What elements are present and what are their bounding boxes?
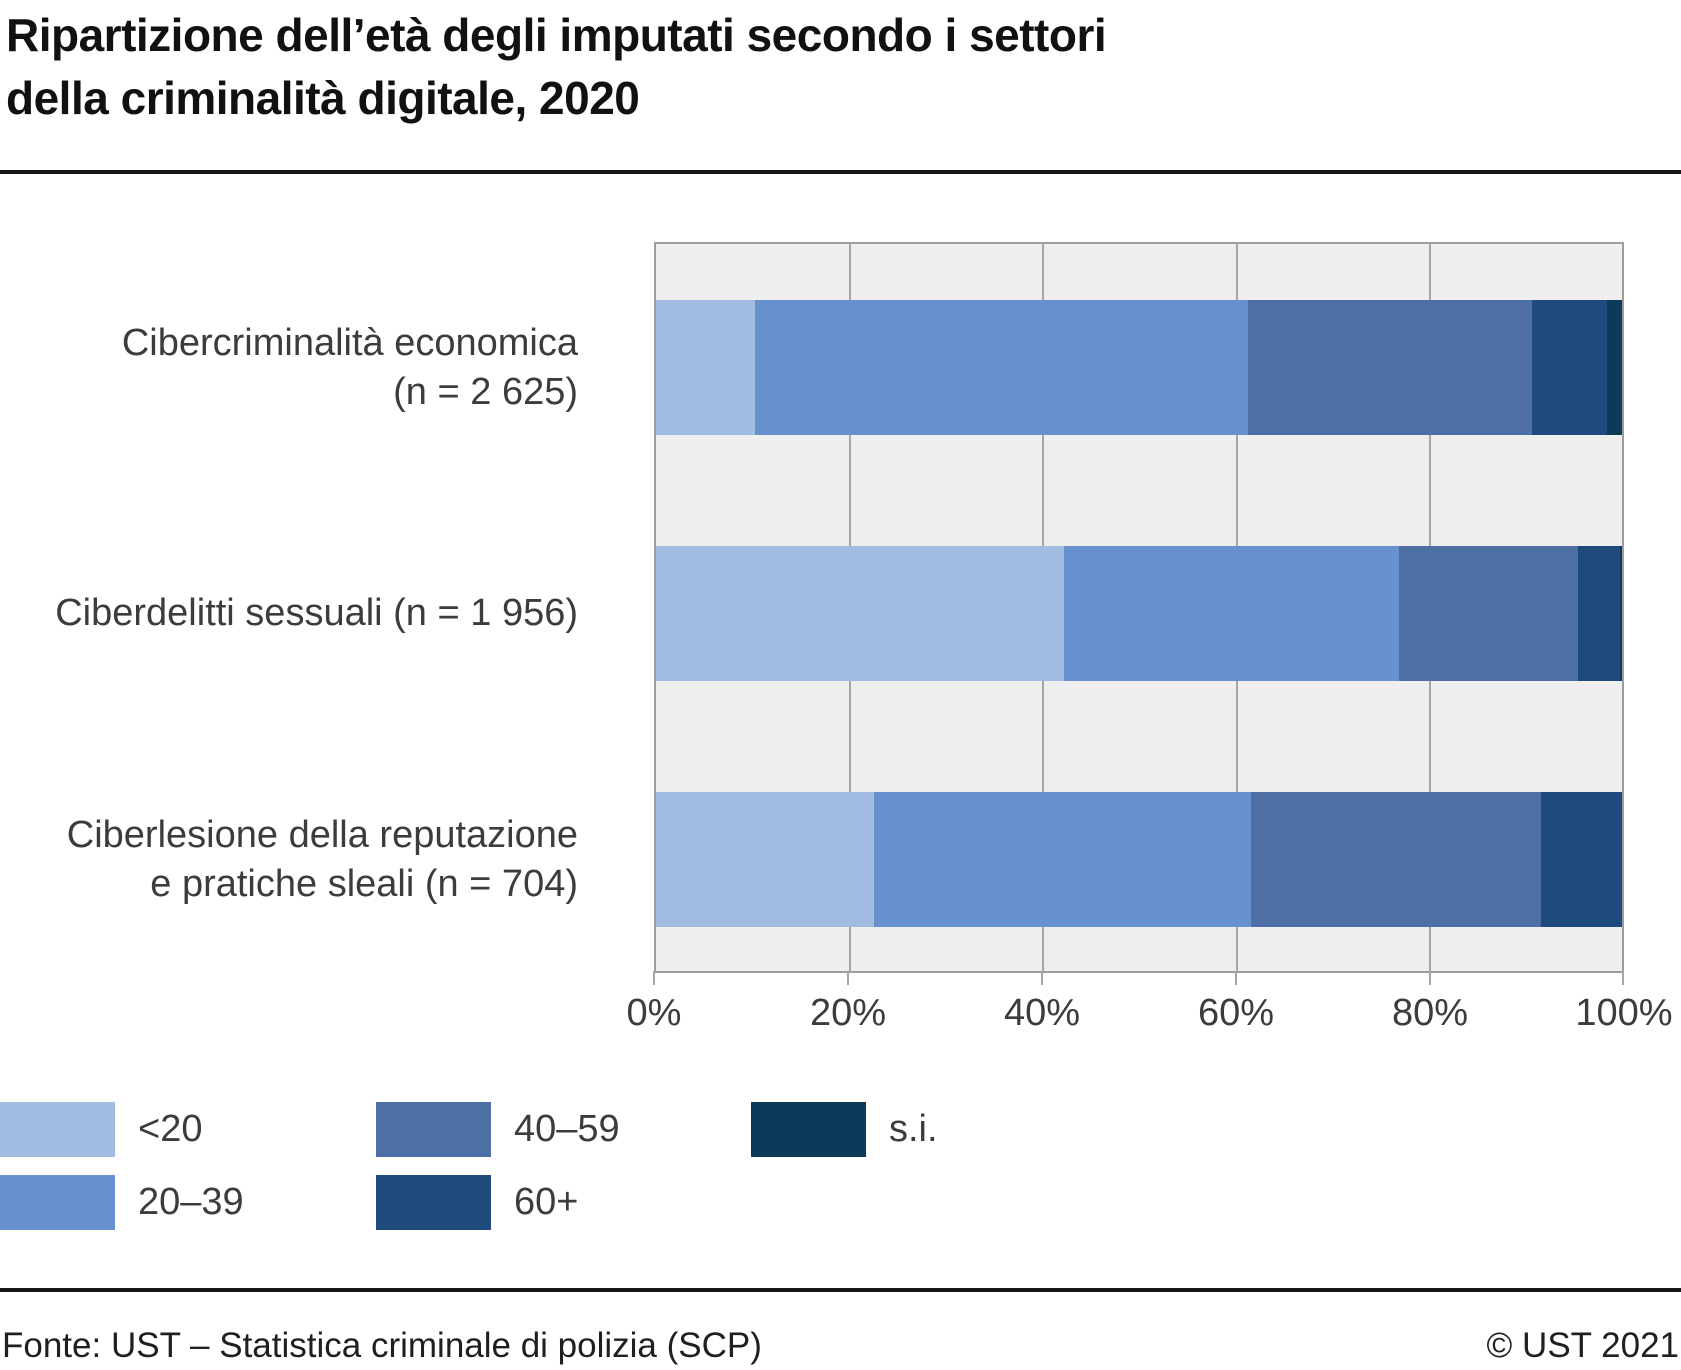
bar-segment-60+ <box>1577 546 1621 681</box>
legend-item-60plus: 60+ <box>376 1175 578 1230</box>
legend-swatch-60plus <box>376 1175 491 1230</box>
x-axis-label-20: 20% <box>809 992 887 1034</box>
legend-label-20-39: 20–39 <box>138 1181 244 1223</box>
footer-divider <box>0 1288 1681 1292</box>
chart-title-line1: Ripartizione dell’età degli imputati sec… <box>6 9 1107 61</box>
axis-tick <box>1429 971 1431 985</box>
category-label-line: Ciberdelitti sessuali (n = 1 956) <box>55 592 578 634</box>
axis-tick <box>1235 971 1237 985</box>
bar-segment-20–39 <box>1063 546 1399 681</box>
legend-item-40-59: 40–59 <box>376 1102 620 1157</box>
category-label-sessuali: Ciberdelitti sessuali (n = 1 956) <box>0 546 578 681</box>
legend-swatch-si <box>751 1102 866 1157</box>
legend-item-si: s.i. <box>751 1102 938 1157</box>
bar-segment-<20 <box>656 546 1064 681</box>
legend-item-20-39: 20–39 <box>0 1175 244 1230</box>
x-axis-label-40: 40% <box>1003 992 1081 1034</box>
chart-title-line2: della criminalità digitale, 2020 <box>6 72 640 124</box>
bar-segment-40–59 <box>1398 546 1578 681</box>
legend-label-si: s.i. <box>889 1108 938 1150</box>
bar-segment-<20 <box>656 792 875 927</box>
legend-swatch-20-39 <box>0 1175 115 1230</box>
legend-swatch-40-59 <box>376 1102 491 1157</box>
legend-swatch-under20 <box>0 1102 115 1157</box>
bar-segment-40–59 <box>1248 300 1533 435</box>
legend-label-under20: <20 <box>138 1108 203 1150</box>
axis-tick <box>847 971 849 985</box>
category-label-economica: Cibercriminalità economica (n = 2 625) <box>0 300 578 435</box>
category-label-line: e pratiche sleali (n = 704) <box>150 862 578 905</box>
category-label-line: (n = 2 625) <box>393 370 578 413</box>
x-axis-label-60: 60% <box>1197 992 1275 1034</box>
source-note: Fonte: UST – Statistica criminale di pol… <box>2 1326 762 1365</box>
x-axis-label-100: 100% <box>1575 992 1673 1034</box>
category-label-line: Ciberlesione della reputazione <box>66 813 578 856</box>
copyright-note: © UST 2021 <box>1486 1326 1679 1365</box>
chart-title: Ripartizione dell’età degli imputati sec… <box>6 4 1606 130</box>
bar-segment-s.i. <box>1620 546 1622 681</box>
title-divider <box>0 170 1681 174</box>
plot-area <box>654 242 1624 973</box>
x-axis-label-80: 80% <box>1391 992 1469 1034</box>
category-label-reputazione: Ciberlesione della reputazione e pratich… <box>0 792 578 927</box>
axis-tick <box>1622 971 1624 985</box>
bar-segment-60+ <box>1532 300 1608 435</box>
bar-sessuali <box>656 546 1622 681</box>
category-label-line: Cibercriminalità economica <box>121 321 578 364</box>
axis-tick <box>653 971 655 985</box>
bar-economica <box>656 300 1622 435</box>
axis-tick <box>1041 971 1043 985</box>
bar-segment-s.i. <box>1607 300 1622 435</box>
bar-segment-40–59 <box>1251 792 1541 927</box>
bar-segment-<20 <box>656 300 756 435</box>
bar-reputazione <box>656 792 1622 927</box>
x-axis-label-0: 0% <box>626 992 682 1034</box>
legend-label-60plus: 60+ <box>514 1181 579 1223</box>
bar-segment-60+ <box>1540 792 1622 927</box>
legend-label-40-59: 40–59 <box>514 1108 620 1150</box>
legend-item-under20: <20 <box>0 1102 202 1157</box>
bar-segment-20–39 <box>874 792 1252 927</box>
bar-segment-20–39 <box>755 300 1249 435</box>
